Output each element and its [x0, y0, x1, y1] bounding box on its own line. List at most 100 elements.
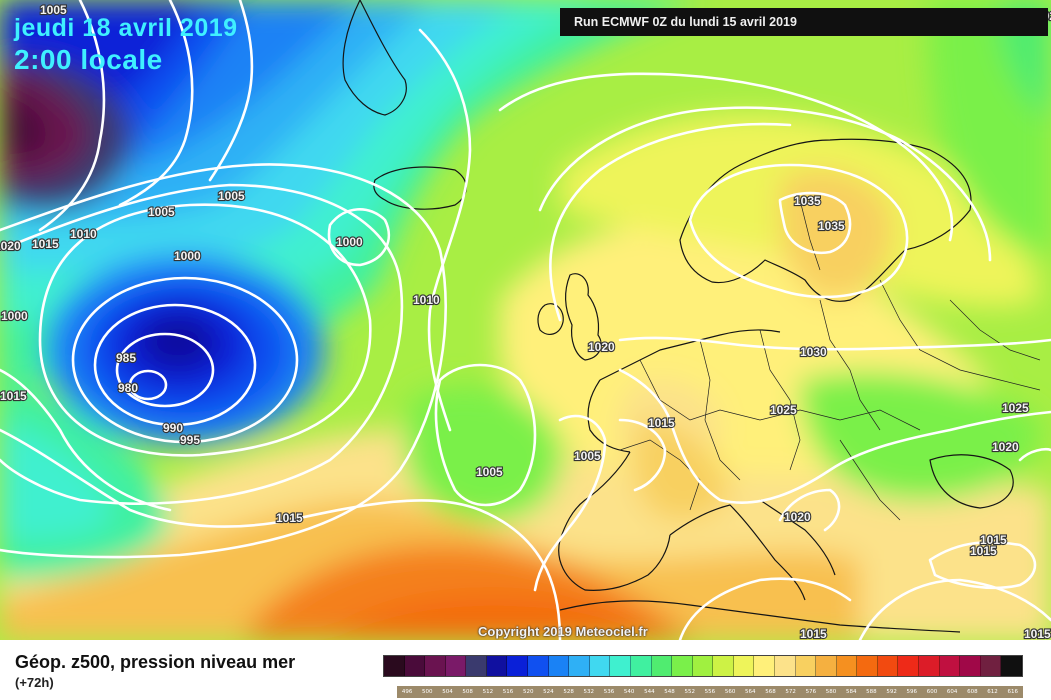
scale-value: 568 [765, 689, 776, 695]
run-info-banner: Run ECMWF 0Z du lundi 15 avril 2019 [560, 8, 1048, 36]
scale-value: 524 [543, 689, 554, 695]
scale-swatch [816, 656, 837, 676]
scale-value: 528 [563, 689, 574, 695]
scale-swatch [404, 656, 426, 676]
isobar-label: 1035 [818, 219, 845, 233]
scale-value: 556 [704, 689, 716, 695]
scale-swatch [610, 656, 631, 676]
scale-swatch [630, 656, 652, 676]
isobar-label: 1005 [476, 465, 503, 479]
isobar-label: 1015 [648, 416, 675, 430]
scale-swatch [528, 656, 549, 676]
isobar-label: 1015 [32, 237, 59, 251]
scale-value: 532 [583, 689, 595, 695]
isobar-label: 1035 [794, 194, 821, 208]
pressure-labels: 1005 1010 1015 1020 1015 1005 1005 1000 … [0, 2, 1051, 640]
scale-value: 504 [442, 689, 453, 695]
scale-value: 584 [845, 689, 857, 695]
scale-value: 540 [623, 689, 635, 695]
scale-value: 572 [785, 689, 796, 695]
coastlines [342, 0, 1014, 633]
isobars [0, 0, 1051, 640]
isobar-label: 1010 [413, 293, 440, 307]
scale-swatch [445, 656, 467, 676]
scale-value: 536 [603, 689, 615, 695]
scale-swatch [733, 656, 755, 676]
scale-value: 608 [967, 689, 978, 695]
scale-swatch [672, 656, 693, 676]
forecast-time: 2:00 locale [14, 44, 163, 75]
scale-swatch [507, 656, 529, 676]
scale-value: 612 [987, 689, 998, 695]
legend-subtitle: (+72h) [15, 675, 54, 690]
isobar-label: 1000 [336, 235, 363, 249]
isobar-label: 995 [180, 433, 200, 447]
scale-swatch [795, 656, 817, 676]
scale-value: 508 [462, 689, 473, 695]
scale-value: 496 [401, 689, 413, 695]
color-scale [383, 655, 1023, 677]
copyright-text: Copyright 2019 Meteociel.fr [478, 624, 648, 639]
isobar-label: 990 [163, 421, 183, 435]
scale-value: 560 [724, 689, 736, 695]
isobar-label: 1020 [588, 340, 615, 354]
scale-value: 592 [886, 689, 897, 695]
scale-value: 604 [946, 689, 958, 695]
scale-swatch [486, 656, 508, 676]
isobar-label: 1015 [1024, 627, 1051, 640]
scale-value: 580 [825, 689, 837, 695]
isobar-label: 980 [118, 381, 138, 395]
isobar-label: 1025 [1002, 401, 1029, 415]
color-scale-labels: 496 500 504 508 512 516 520 524 528 532 536 540 544 5… [397, 686, 1023, 698]
isobar-label: 1000 [174, 249, 201, 263]
isobar-label: 1010 [70, 227, 97, 241]
isobar-label: 1030 [800, 345, 827, 359]
scale-value: 548 [664, 689, 675, 695]
isobar-label: 1005 [148, 205, 175, 219]
scale-value: 544 [644, 689, 655, 695]
scale-swatch [877, 656, 899, 676]
isobar-label: 985 [116, 351, 136, 365]
scale-swatch [384, 656, 405, 676]
scale-value: 588 [866, 689, 877, 695]
scale-swatch [569, 656, 590, 676]
scale-swatch [960, 656, 981, 676]
isobar-label: 1005 [574, 449, 601, 463]
isobar-label: 1000 [1, 309, 28, 323]
legend-title: Géop. z500, pression niveau mer [15, 652, 296, 672]
scale-value: 552 [684, 689, 695, 695]
scale-value: 600 [926, 689, 938, 695]
scale-value: 564 [745, 689, 756, 695]
scale-swatch [919, 656, 940, 676]
isobar-label: 1025 [770, 403, 797, 417]
scale-value: 520 [522, 689, 534, 695]
isobar-label: 1015 [276, 511, 303, 525]
scale-swatch [898, 656, 920, 676]
scale-swatch [980, 656, 1002, 676]
isobar-label: 1015 [970, 544, 997, 558]
isobar-label: 1020 [0, 239, 21, 253]
isobar-label: 1005 [40, 3, 67, 17]
scale-value: 576 [805, 689, 817, 695]
scale-swatch [589, 656, 611, 676]
scale-swatch [939, 656, 961, 676]
scale-value: 616 [1007, 689, 1018, 695]
scale-value: 500 [422, 689, 433, 695]
isobar-label: 1015 [800, 627, 827, 640]
scale-swatch [692, 656, 714, 676]
scale-value: 596 [906, 689, 918, 695]
scale-swatch [754, 656, 775, 676]
isobar-label: 1005 [218, 189, 245, 203]
country-borders [619, 199, 1041, 521]
isobar-label: 1015 [980, 533, 1007, 547]
scale-swatch [548, 656, 570, 676]
scale-swatch [774, 656, 796, 676]
weather-map: 1005 1010 1015 1020 1015 1005 1005 1000 … [0, 0, 1051, 640]
z500-color-field [0, 0, 1051, 640]
scale-swatch [836, 656, 858, 676]
isobar-label: 1020 [784, 510, 811, 524]
scale-value: 512 [482, 689, 494, 695]
scale-swatch [425, 656, 446, 676]
scale-swatch [713, 656, 734, 676]
scale-swatch [1001, 656, 1022, 676]
